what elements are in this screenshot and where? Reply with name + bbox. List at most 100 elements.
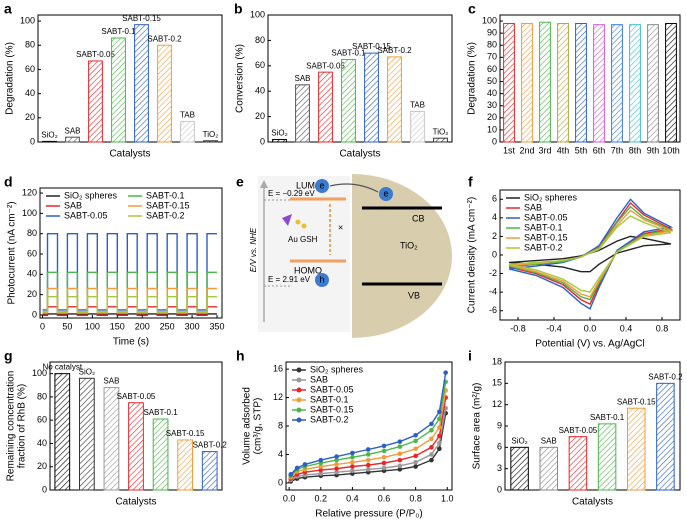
legend-label: SABT-0.1 bbox=[146, 190, 185, 200]
y-tick-label: 40 bbox=[487, 88, 497, 98]
point bbox=[437, 433, 442, 439]
bar bbox=[656, 382, 675, 491]
bar bbox=[177, 439, 194, 491]
category-label: SABT-0.15 bbox=[352, 42, 391, 51]
legend-label: SABT-0.1 bbox=[524, 222, 563, 232]
y-tick-label: 16 bbox=[273, 363, 283, 373]
y-tick-label: 12 bbox=[492, 399, 502, 409]
bar bbox=[364, 52, 379, 143]
x-tick-label: 0.0 bbox=[584, 323, 597, 333]
x-tick-label: 0.4 bbox=[620, 323, 633, 333]
bar bbox=[568, 436, 588, 491]
category-label: SABT-0.05 bbox=[117, 392, 156, 401]
y-tick-label: -6 bbox=[489, 305, 497, 315]
point bbox=[397, 463, 403, 469]
bar bbox=[88, 60, 103, 143]
category-label: SiO₂ bbox=[511, 436, 527, 445]
category-label: 5th bbox=[575, 145, 588, 155]
point bbox=[413, 432, 418, 438]
legend-marker bbox=[296, 367, 302, 373]
point bbox=[318, 467, 324, 473]
point bbox=[302, 462, 308, 467]
bar bbox=[111, 37, 126, 143]
point bbox=[350, 454, 355, 460]
category-label: 4th bbox=[557, 145, 570, 155]
point bbox=[288, 472, 294, 477]
y-tick-label: 20 bbox=[27, 289, 37, 299]
legend-label: SABT-0.15 bbox=[146, 200, 190, 210]
point bbox=[334, 454, 339, 459]
point bbox=[350, 468, 355, 474]
cluster-dot bbox=[301, 223, 307, 229]
y-tick-label: 100 bbox=[482, 15, 497, 25]
bar bbox=[665, 22, 677, 143]
legend-marker bbox=[296, 377, 302, 383]
y-tick-label: 20 bbox=[25, 112, 35, 122]
category-label: TAB bbox=[180, 111, 195, 120]
legend-label: SABT-0.05 bbox=[310, 384, 354, 394]
point bbox=[429, 421, 434, 427]
y-axis-label: fraction of RhB (%) bbox=[17, 384, 28, 468]
bar bbox=[54, 373, 71, 491]
category-label: SiO₂ bbox=[79, 367, 95, 376]
bar bbox=[597, 423, 617, 491]
y-tick-label: 60 bbox=[37, 415, 47, 425]
light-icon bbox=[282, 214, 292, 226]
x-tick-label: 0 bbox=[40, 321, 45, 331]
x-tick-label: 200 bbox=[135, 321, 150, 331]
category-label: SAB bbox=[64, 126, 80, 135]
bar bbox=[521, 22, 533, 143]
plot-frame bbox=[267, 14, 453, 143]
category-label: SAB bbox=[294, 74, 310, 83]
y-tick-label: 50 bbox=[487, 76, 497, 86]
x-axis-label: Catalysts bbox=[572, 497, 613, 508]
y-tick-label: 80 bbox=[27, 228, 37, 238]
plot-frame bbox=[499, 14, 681, 143]
legend-marker bbox=[296, 407, 302, 413]
category-label: SAB bbox=[103, 377, 119, 386]
bar bbox=[65, 136, 80, 143]
cb-label: CB bbox=[412, 213, 425, 223]
point bbox=[350, 459, 355, 465]
plot-frame bbox=[39, 187, 223, 319]
point bbox=[350, 450, 355, 456]
y-axis-label: Remaining concentration bbox=[6, 371, 17, 482]
point bbox=[381, 443, 387, 449]
y-tick-label: 120 bbox=[22, 187, 37, 197]
y-tick-label: 100 bbox=[32, 368, 47, 378]
panel-letter: e bbox=[236, 174, 244, 190]
category-label: SABT-0.15 bbox=[617, 397, 656, 406]
bar bbox=[575, 22, 587, 143]
point bbox=[318, 471, 324, 476]
bar bbox=[539, 446, 558, 491]
bar bbox=[318, 71, 333, 143]
point bbox=[334, 469, 339, 475]
category-label: SABT-0.2 bbox=[193, 441, 228, 450]
legend-label: SiO₂ spheres bbox=[524, 192, 578, 202]
y-tick-label: 9 bbox=[497, 420, 502, 430]
point bbox=[437, 440, 442, 446]
point bbox=[294, 465, 300, 471]
bar bbox=[180, 120, 195, 143]
cluster-dot bbox=[295, 219, 301, 225]
x-tick-label: -0.8 bbox=[510, 323, 526, 333]
x-tick-label: 150 bbox=[110, 321, 125, 331]
hole-label: h bbox=[319, 274, 324, 284]
series-line bbox=[42, 287, 217, 313]
legend-label: SABT-0.05 bbox=[64, 210, 108, 220]
y-tick-label: 100 bbox=[20, 15, 35, 25]
point bbox=[365, 462, 371, 468]
bar bbox=[42, 140, 57, 143]
y-tick-label: -2 bbox=[489, 268, 497, 278]
category-label: 7th bbox=[611, 145, 624, 155]
point bbox=[429, 457, 434, 463]
bar bbox=[410, 111, 425, 143]
y-axis-label: Surface area (m²/g) bbox=[472, 383, 483, 470]
bar bbox=[433, 137, 448, 143]
y-tick-label: 6 bbox=[492, 194, 497, 204]
point bbox=[381, 460, 387, 466]
point bbox=[318, 457, 324, 463]
category-label: SABT-0.1 bbox=[101, 27, 136, 36]
y-tick-label: 20 bbox=[255, 111, 265, 121]
electron bbox=[315, 179, 329, 193]
